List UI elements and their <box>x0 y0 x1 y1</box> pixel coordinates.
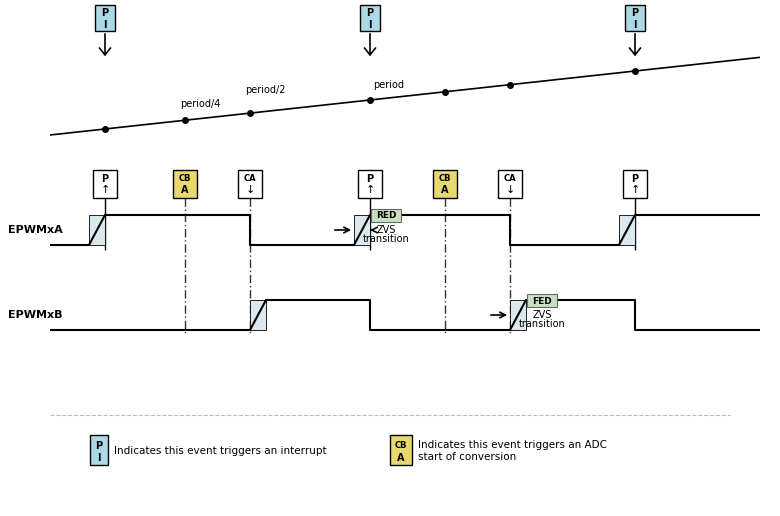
Bar <box>360 5 380 31</box>
Text: ZVS: ZVS <box>532 310 551 320</box>
Text: CB: CB <box>438 174 452 184</box>
Text: RED: RED <box>376 212 396 220</box>
Text: CA: CA <box>243 174 257 184</box>
Text: CA: CA <box>504 174 516 184</box>
Text: P: P <box>95 441 102 451</box>
Bar <box>390 435 412 465</box>
Text: FED: FED <box>532 297 552 305</box>
Text: I: I <box>103 20 107 29</box>
Text: transition: transition <box>519 319 566 329</box>
Text: P: P <box>101 8 108 19</box>
Bar <box>250 300 266 330</box>
Text: start of conversion: start of conversion <box>418 452 516 462</box>
Text: A: A <box>181 185 189 195</box>
Text: I: I <box>98 453 101 463</box>
Text: ↓: ↓ <box>505 185 515 195</box>
Text: A: A <box>441 185 448 195</box>
Text: P: P <box>632 174 639 184</box>
Text: period: period <box>373 80 404 90</box>
Bar <box>93 170 117 198</box>
Text: A: A <box>397 453 405 463</box>
Bar <box>510 300 526 330</box>
Text: Indicates this event triggers an ADC: Indicates this event triggers an ADC <box>418 440 607 450</box>
Text: transition: transition <box>363 234 410 244</box>
Text: CB: CB <box>179 174 191 184</box>
Text: P: P <box>367 174 374 184</box>
Text: ↑: ↑ <box>365 185 374 195</box>
Text: Indicates this event triggers an interrupt: Indicates this event triggers an interru… <box>114 446 327 456</box>
Text: EPWMxA: EPWMxA <box>8 225 62 235</box>
Bar <box>354 215 370 245</box>
Bar <box>173 170 197 198</box>
Bar <box>238 170 262 198</box>
Text: P: P <box>101 174 108 184</box>
Bar <box>371 209 401 222</box>
Text: I: I <box>633 20 636 29</box>
Text: I: I <box>368 20 372 29</box>
Text: ↑: ↑ <box>101 185 110 195</box>
Bar <box>89 215 105 245</box>
Text: CB: CB <box>395 442 407 450</box>
Text: P: P <box>367 8 374 19</box>
Bar <box>527 294 557 307</box>
Bar <box>90 435 108 465</box>
Text: period/2: period/2 <box>245 85 285 95</box>
Bar <box>358 170 382 198</box>
Text: EPWMxB: EPWMxB <box>8 310 62 320</box>
Text: ZVS: ZVS <box>376 225 395 235</box>
Bar <box>619 215 635 245</box>
Bar <box>625 5 645 31</box>
Text: ↓: ↓ <box>246 185 255 195</box>
Text: ↑: ↑ <box>630 185 640 195</box>
Bar <box>498 170 522 198</box>
Bar <box>433 170 457 198</box>
Bar <box>623 170 647 198</box>
Text: P: P <box>632 8 639 19</box>
Bar <box>95 5 115 31</box>
Text: period/4: period/4 <box>180 99 221 109</box>
